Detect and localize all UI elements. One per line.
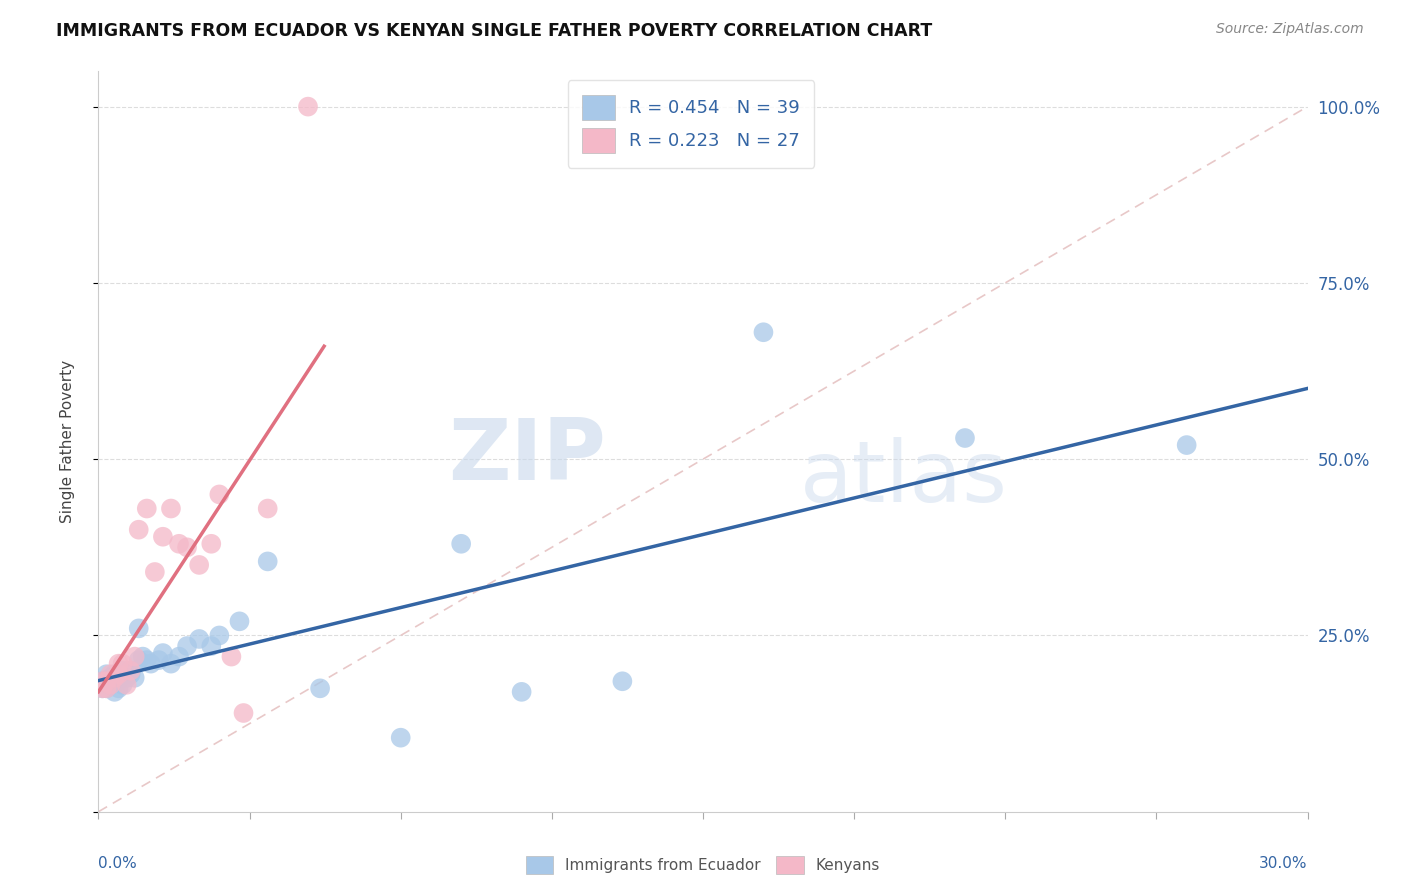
Point	[510, 685, 533, 699]
Point	[124, 671, 146, 685]
Point	[256, 501, 278, 516]
Point	[107, 681, 129, 696]
Point	[103, 671, 125, 685]
Point	[232, 706, 254, 720]
Point	[135, 501, 157, 516]
Point	[111, 678, 134, 692]
Point	[103, 685, 125, 699]
Point	[167, 649, 190, 664]
Text: atlas: atlas	[800, 437, 1008, 520]
Point	[100, 678, 122, 692]
Point	[128, 621, 150, 635]
Point	[128, 653, 150, 667]
Point	[107, 674, 129, 689]
Point	[188, 558, 211, 572]
Point	[124, 649, 146, 664]
Point	[176, 639, 198, 653]
Point	[160, 657, 183, 671]
Text: IMMIGRANTS FROM ECUADOR VS KENYAN SINGLE FATHER POVERTY CORRELATION CHART: IMMIGRANTS FROM ECUADOR VS KENYAN SINGLE…	[56, 22, 932, 40]
Point	[256, 554, 278, 568]
Point	[91, 674, 114, 689]
Point	[107, 657, 129, 671]
Point	[1175, 438, 1198, 452]
Point	[96, 667, 118, 681]
Point	[148, 653, 170, 667]
Point	[160, 501, 183, 516]
Point	[96, 674, 118, 689]
Text: 0.0%: 0.0%	[98, 856, 138, 871]
Point	[200, 639, 222, 653]
Point	[221, 649, 243, 664]
Point	[100, 667, 122, 681]
Point	[111, 657, 134, 671]
Point	[309, 681, 332, 696]
Text: ZIP: ZIP	[449, 415, 606, 498]
Legend: Immigrants from Ecuador, Kenyans: Immigrants from Ecuador, Kenyans	[520, 850, 886, 880]
Point	[107, 667, 129, 681]
Point	[752, 325, 775, 339]
Point	[120, 667, 142, 681]
Point	[953, 431, 976, 445]
Point	[167, 537, 190, 551]
Point	[96, 681, 118, 696]
Point	[152, 646, 174, 660]
Point	[128, 523, 150, 537]
Point	[115, 678, 138, 692]
Point	[208, 487, 231, 501]
Point	[100, 678, 122, 692]
Point	[111, 664, 134, 678]
Text: 30.0%: 30.0%	[1260, 856, 1308, 871]
Y-axis label: Single Father Poverty: Single Father Poverty	[60, 360, 75, 523]
Point	[612, 674, 634, 689]
Point	[120, 664, 142, 678]
Point	[103, 667, 125, 681]
Point	[143, 565, 166, 579]
Point	[115, 671, 138, 685]
Point	[96, 681, 118, 696]
Point	[176, 541, 198, 555]
Point	[91, 681, 114, 696]
Point	[120, 664, 142, 678]
Point	[450, 537, 472, 551]
Legend: R = 0.454   N = 39, R = 0.223   N = 27: R = 0.454 N = 39, R = 0.223 N = 27	[568, 80, 814, 168]
Point	[91, 681, 114, 696]
Point	[132, 649, 155, 664]
Point	[100, 671, 122, 685]
Point	[389, 731, 412, 745]
Point	[208, 628, 231, 642]
Point	[297, 100, 319, 114]
Point	[228, 615, 250, 629]
Point	[200, 537, 222, 551]
Point	[139, 657, 162, 671]
Text: Source: ZipAtlas.com: Source: ZipAtlas.com	[1216, 22, 1364, 37]
Point	[152, 530, 174, 544]
Point	[91, 674, 114, 689]
Point	[135, 653, 157, 667]
Point	[188, 632, 211, 646]
